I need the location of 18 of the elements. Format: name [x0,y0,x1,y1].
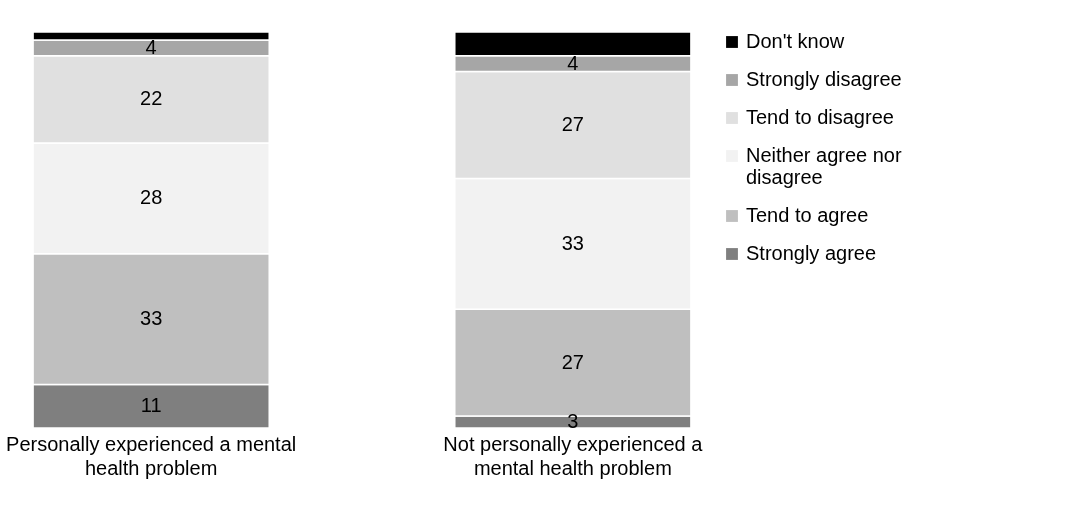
legend-label: Strongly agree [746,242,877,264]
x-tick-label: Personally experienced a mental health problem [6,432,297,479]
legend-label: Tend to agree [746,204,869,226]
data-label: 28 [140,186,163,209]
data-label: 33 [561,231,584,254]
data-label: 22 [140,87,163,110]
legend-label: Neither agree nor disagree [746,144,902,188]
data-label: 4 [145,35,157,58]
data-label: 11 [140,394,162,417]
data-label: 3 [567,410,579,433]
legend-label: Strongly disagree [746,68,902,90]
data-label: 27 [561,350,584,373]
data-label: 27 [561,113,584,136]
legend-label: Don't know [746,30,845,52]
x-tick-label: Not personally experienced a mental health problem [443,432,704,479]
data-label: 33 [140,307,163,330]
legend-label: Tend to disagree [746,106,894,128]
data-label: 4 [567,51,579,74]
